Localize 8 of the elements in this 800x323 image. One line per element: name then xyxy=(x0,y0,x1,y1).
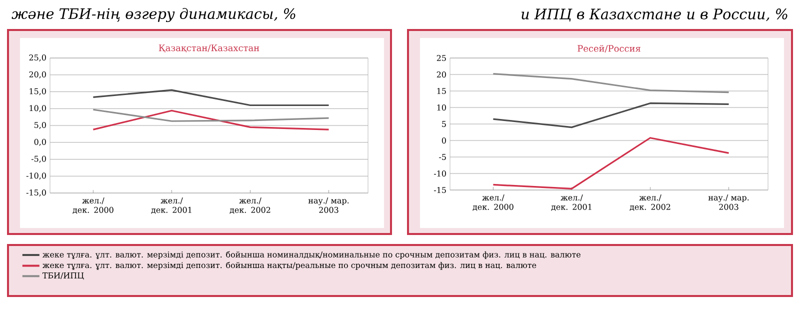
line-series xyxy=(492,73,730,94)
chart-subtitle: Қазақстан/Казахстан xyxy=(158,44,260,53)
chart-title: и ИПЦ в Казахстане и в России, % xyxy=(522,8,788,22)
chart-title: және ТБИ-нің өзгеру динамикасы, % xyxy=(12,8,296,22)
line-series xyxy=(492,137,730,190)
chart-subtitle: Ресей/Россия xyxy=(578,44,640,52)
line-series xyxy=(492,102,730,128)
line-series xyxy=(92,108,330,122)
